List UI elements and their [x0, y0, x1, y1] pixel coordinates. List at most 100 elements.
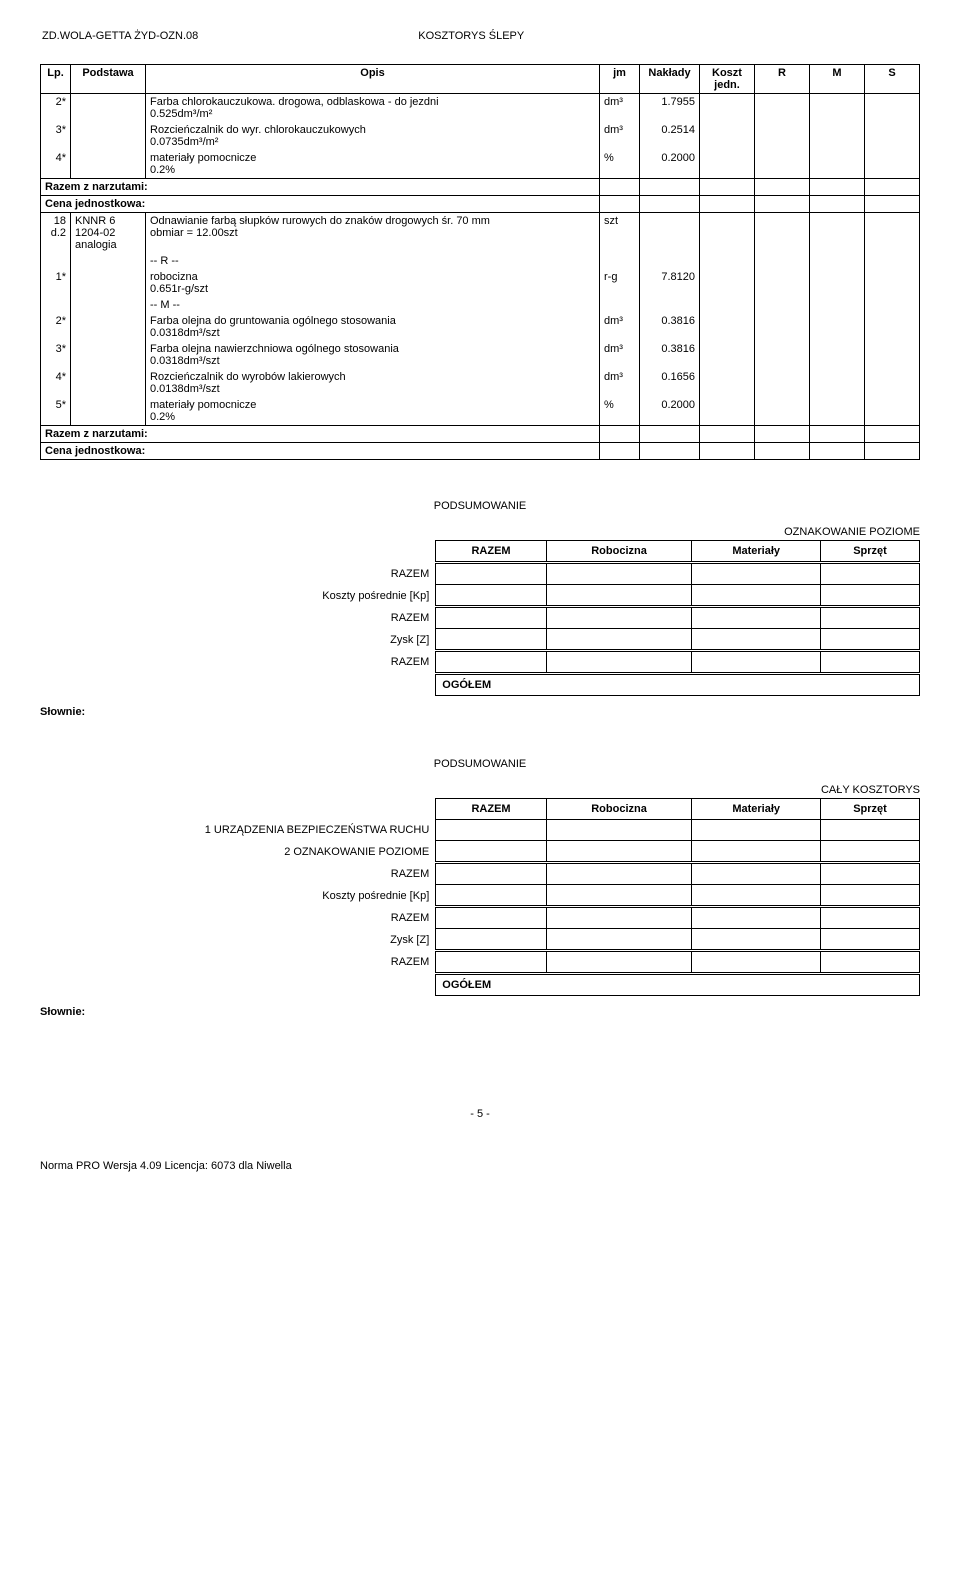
cell-naklady: 7.8120	[640, 269, 700, 297]
summary-cell	[821, 585, 920, 607]
cell-jm: r-g	[600, 269, 640, 297]
summary-label: Zysk [Z]	[40, 629, 436, 651]
summary-cell	[692, 563, 821, 585]
summary-cell	[436, 841, 547, 863]
cost-table: Lp. Podstawa Opis jm Nakłady Koszt jedn.…	[40, 64, 920, 460]
summary-label: 2 OZNAKOWANIE POZIOME	[40, 841, 436, 863]
summary-cell	[546, 629, 692, 651]
cell-podstawa	[71, 253, 146, 269]
cell-opis: materiały pomocnicze0.2%	[146, 397, 600, 426]
cell-lp: 4*	[41, 150, 71, 179]
table-section-row: Razem z narzutami:	[41, 179, 920, 196]
summary-cell	[436, 863, 547, 885]
cell-lp	[41, 297, 71, 313]
summary1-header-row: RAZEM Robocizna Materiały Sprzęt	[40, 541, 920, 563]
cell-podstawa	[71, 341, 146, 369]
summary-cell	[821, 841, 920, 863]
cell-opis: Rozcieńczalnik do wyr. chlorokauczukowyc…	[146, 122, 600, 150]
cell-m	[810, 313, 865, 341]
header-left: ZD.WOLA-GETTA ŻYD-OZN.08	[42, 30, 198, 42]
summary-row: Koszty pośrednie [Kp]	[40, 885, 920, 907]
section-cell	[810, 196, 865, 213]
cell-r	[755, 269, 810, 297]
summary-cell	[546, 820, 692, 841]
summary1-table: RAZEM Robocizna Materiały Sprzęt RAZEMKo…	[40, 540, 920, 696]
summary-cell	[692, 820, 821, 841]
summary-row: RAZEM	[40, 907, 920, 929]
summary-cell	[692, 929, 821, 951]
cell-r	[755, 213, 810, 254]
cell-jm: dm³	[600, 369, 640, 397]
summary-row: 1 URZĄDZENIA BEZPIECZEŃSTWA RUCHU	[40, 820, 920, 841]
summary2-title: PODSUMOWANIE	[40, 758, 920, 770]
summary2-col-sprzet: Sprzęt	[821, 799, 920, 820]
summary-cell	[821, 563, 920, 585]
summary-label: Zysk [Z]	[40, 929, 436, 951]
summary-row: 2 OZNAKOWANIE POZIOME	[40, 841, 920, 863]
cell-m	[810, 94, 865, 123]
cell-opis: materiały pomocnicze0.2%	[146, 150, 600, 179]
summary2-header-row: RAZEM Robocizna Materiały Sprzęt	[40, 799, 920, 820]
cell-kj	[700, 94, 755, 123]
col-pod: Podstawa	[71, 65, 146, 94]
section-cell	[865, 179, 920, 196]
col-nak: Nakłady	[640, 65, 700, 94]
summary-cell	[692, 841, 821, 863]
summary-label: Koszty pośrednie [Kp]	[40, 885, 436, 907]
summary-cell	[821, 607, 920, 629]
cell-kj	[700, 341, 755, 369]
cell-s	[865, 253, 920, 269]
cell-lp: 3*	[41, 122, 71, 150]
table-row: 4*Rozcieńczalnik do wyrobów lakierowych0…	[41, 369, 920, 397]
cell-naklady: 0.2000	[640, 150, 700, 179]
summary-row: Koszty pośrednie [Kp]	[40, 585, 920, 607]
summary-cell	[821, 951, 920, 974]
cell-m	[810, 122, 865, 150]
summary-cell	[436, 563, 547, 585]
header-right: KOSZTORYS ŚLEPY	[418, 30, 524, 42]
summary-ogolem-row: OGÓŁEM	[40, 674, 920, 696]
cell-jm: %	[600, 150, 640, 179]
summary-cell	[821, 863, 920, 885]
cell-kj	[700, 213, 755, 254]
cell-jm: dm³	[600, 122, 640, 150]
summary2-col-razem: RAZEM	[436, 799, 547, 820]
summary1-col-mat: Materiały	[692, 541, 821, 563]
summary1-title: PODSUMOWANIE	[40, 500, 920, 512]
cell-lp: 5*	[41, 397, 71, 426]
section-cell	[640, 196, 700, 213]
summary-row: RAZEM	[40, 863, 920, 885]
section-cell	[865, 443, 920, 460]
summary-cell	[821, 885, 920, 907]
summary-label: RAZEM	[40, 607, 436, 629]
col-r: R	[755, 65, 810, 94]
col-kj: Koszt jedn.	[700, 65, 755, 94]
summary-cell	[692, 907, 821, 929]
summary-row: RAZEM	[40, 651, 920, 674]
cell-jm	[600, 253, 640, 269]
summary-cell	[692, 651, 821, 674]
summary-cell	[821, 929, 920, 951]
cell-naklady: 0.2000	[640, 397, 700, 426]
cell-lp: 2*	[41, 94, 71, 123]
table-row: 5*materiały pomocnicze0.2%%0.2000	[41, 397, 920, 426]
cell-naklady: 0.3816	[640, 313, 700, 341]
section-cell	[700, 443, 755, 460]
summary-cell	[692, 885, 821, 907]
cell-opis: Farba olejna nawierzchniowa ogólnego sto…	[146, 341, 600, 369]
table-header-row: Lp. Podstawa Opis jm Nakłady Koszt jedn.…	[41, 65, 920, 94]
cell-m	[810, 253, 865, 269]
summary-pad	[40, 974, 436, 996]
col-jm: jm	[600, 65, 640, 94]
section-cell	[755, 179, 810, 196]
summary-cell	[546, 907, 692, 929]
cell-s	[865, 397, 920, 426]
cell-podstawa: KNNR 61204-02analogia	[71, 213, 146, 254]
cell-r	[755, 122, 810, 150]
section-cell	[640, 443, 700, 460]
summary-row: Zysk [Z]	[40, 929, 920, 951]
summary2-slownie: Słownie:	[40, 1006, 920, 1018]
summary2-right-title: CAŁY KOSZTORYS	[40, 784, 920, 796]
summary2-table: RAZEM Robocizna Materiały Sprzęt 1 URZĄD…	[40, 798, 920, 996]
cell-r	[755, 369, 810, 397]
